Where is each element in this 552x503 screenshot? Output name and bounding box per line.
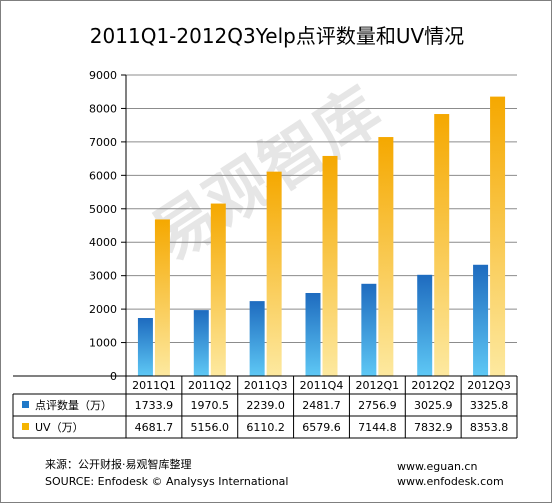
bar-uv [266, 171, 282, 376]
bar-reviews [249, 301, 265, 376]
table-value-label: 6579.6 [302, 421, 341, 434]
y-tick-label: 2000 [89, 303, 117, 316]
bar-uv [378, 137, 394, 376]
bar-uv [210, 203, 226, 376]
y-tick-label: 9000 [89, 69, 117, 82]
y-tick-label: 1000 [89, 337, 117, 350]
bar-uv [490, 96, 506, 376]
table-value-label: 4681.7 [135, 421, 174, 434]
bar-reviews [417, 274, 433, 376]
bar-uv [154, 219, 170, 376]
x-category-label: 2011Q2 [188, 379, 232, 392]
bar-reviews [361, 283, 377, 376]
table-value-label: 3025.9 [414, 399, 453, 412]
bar-reviews [193, 310, 209, 376]
table-value-label: 2481.7 [302, 399, 341, 412]
chart-title: 2011Q1-2012Q3Yelp点评数量和UV情况 [89, 24, 465, 48]
table-value-label: 1970.5 [191, 399, 230, 412]
y-tick-label: 8000 [89, 102, 117, 115]
table-value-label: 5156.0 [191, 421, 230, 434]
bar-reviews [473, 264, 489, 376]
source-cn: 来源：公开财报·易观智库整理 [45, 458, 192, 471]
legend-swatch [22, 423, 29, 430]
bar-uv [322, 155, 338, 376]
x-category-label: 2011Q1 [132, 379, 176, 392]
table-value-label: 8353.8 [470, 421, 509, 434]
y-tick-label: 6000 [89, 169, 117, 182]
x-category-label: 2012Q3 [467, 379, 511, 392]
y-tick-label: 7000 [89, 136, 117, 149]
table-value-label: 7832.9 [414, 421, 453, 434]
y-tick-label: 4000 [89, 236, 117, 249]
source-en: SOURCE: Enfodesk © Analysys Internationa… [45, 475, 289, 488]
y-tick-label: 3000 [89, 270, 117, 283]
x-category-label: 2012Q2 [411, 379, 455, 392]
table-value-label: 3325.8 [470, 399, 509, 412]
table-value-label: 7144.8 [358, 421, 397, 434]
bar-uv [434, 114, 450, 376]
table-value-label: 1733.9 [135, 399, 174, 412]
legend-label: UV（万） [35, 421, 84, 434]
x-category-label: 2011Q4 [300, 379, 344, 392]
x-category-label: 2011Q3 [244, 379, 288, 392]
url-enfodesk: www.enfodesk.com [397, 475, 504, 488]
table-value-label: 2239.0 [246, 399, 285, 412]
bar-reviews [305, 293, 321, 376]
y-tick-label: 5000 [89, 203, 117, 216]
table-value-label: 2756.9 [358, 399, 397, 412]
legend-swatch [22, 401, 29, 408]
table-value-label: 6110.2 [246, 421, 285, 434]
x-category-label: 2012Q1 [356, 379, 400, 392]
bar-reviews [137, 318, 153, 376]
legend-label: 点评数量（万） [35, 399, 112, 412]
url-eguan: www.eguan.cn [397, 460, 478, 473]
